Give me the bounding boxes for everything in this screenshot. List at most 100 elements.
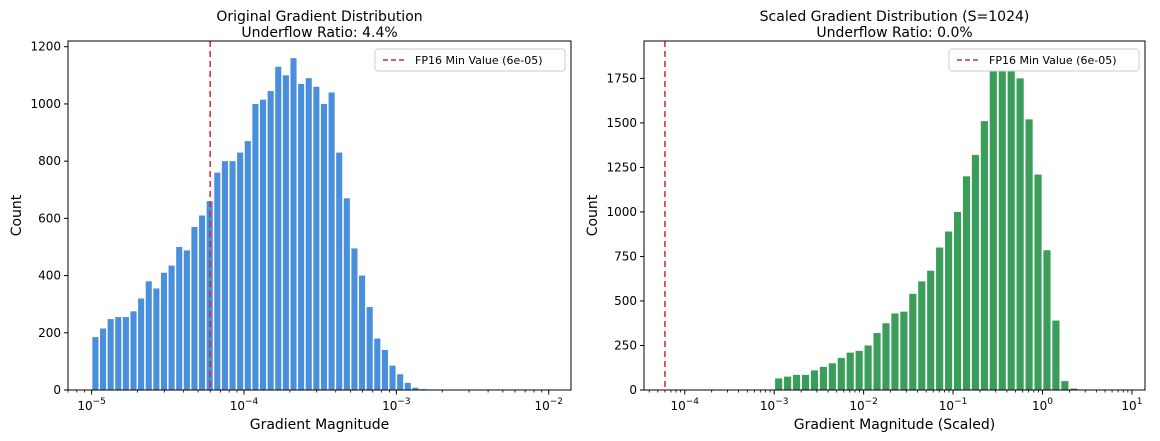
right-chart-bars — [775, 57, 1078, 391]
right-chart-legend-label: FP16 Min Value (6e-05) — [989, 54, 1117, 67]
right-chart-legend: FP16 Min Value (6e-05) — [948, 48, 1140, 72]
left-chart-bar — [313, 86, 320, 390]
left-chart-bar — [275, 66, 282, 390]
left-chart-bar — [351, 248, 358, 390]
left-chart-bar — [122, 317, 129, 390]
right-chart-x-tick-label: 10−3 — [760, 397, 789, 413]
right-chart-bar — [980, 121, 988, 390]
left-chart-bar — [153, 288, 160, 390]
left-chart-bar — [397, 374, 404, 390]
right-chart-bar — [927, 270, 935, 390]
right-chart-ylabel: Count — [585, 194, 601, 236]
right-chart-panel: Scaled Gradient Distribution (S=1024) Un… — [585, 9, 1146, 433]
right-chart-bar — [953, 211, 962, 390]
right-chart-bar — [936, 247, 944, 390]
right-chart-bar — [873, 333, 881, 390]
left-chart-ylabel: Count — [9, 194, 25, 236]
left-chart-y-ticks: 0 200 400 600 800 1000 1200 — [30, 40, 68, 397]
left-chart-y-tick-label: 1000 — [30, 97, 61, 111]
left-chart-bar — [99, 328, 107, 390]
left-chart-bar — [389, 365, 396, 390]
left-chart-bar — [237, 152, 244, 390]
right-chart-bar — [918, 281, 926, 390]
left-chart-bar — [290, 58, 297, 390]
right-chart-bar — [819, 366, 827, 390]
left-chart-bar — [199, 215, 206, 390]
right-chart-bar — [1034, 174, 1042, 390]
right-chart-bar — [882, 323, 890, 390]
left-chart-bar — [145, 281, 152, 390]
right-chart-bar — [945, 231, 953, 390]
right-chart-x-tick-label: 10−1 — [939, 397, 968, 413]
right-chart-y-tick-label: 750 — [614, 249, 637, 263]
left-chart-bar — [160, 272, 168, 390]
right-chart-bar — [1007, 58, 1015, 390]
left-chart-bar — [92, 337, 99, 390]
left-chart-x-ticks: 10−5 10−4 10−3 10−2 — [67, 390, 563, 413]
right-chart-bar — [989, 65, 997, 390]
left-chart-title: Original Gradient Distribution — [216, 9, 422, 25]
left-chart-x-tick-label: 10−4 — [230, 397, 259, 413]
right-chart-bar — [1016, 78, 1024, 391]
left-chart-bar — [381, 349, 388, 390]
left-chart-bar — [115, 317, 122, 390]
right-chart-bar — [810, 370, 819, 390]
right-chart-y-tick-label: 1500 — [606, 116, 637, 130]
left-chart-bar — [404, 382, 411, 390]
right-chart-legend-box — [948, 48, 1140, 72]
right-chart-bar — [1043, 250, 1051, 390]
left-chart-axes-frame — [67, 40, 572, 391]
left-chart-bar — [343, 198, 350, 390]
left-chart-bar — [130, 311, 137, 390]
right-chart-axes-frame — [643, 40, 1146, 391]
right-chart-bar — [1061, 381, 1069, 390]
left-chart-legend-label: FP16 Min Value (6e-05) — [415, 54, 543, 67]
right-chart-bar — [900, 311, 908, 390]
left-chart-y-tick-label: 800 — [38, 154, 61, 168]
left-chart-legend: FP16 Min Value (6e-05) — [374, 48, 566, 72]
left-chart-bar — [252, 103, 259, 391]
right-chart-x-tick-label: 10−2 — [849, 397, 878, 413]
left-chart-bar — [221, 161, 228, 390]
left-chart-x-tick-label: 10−2 — [534, 397, 563, 413]
right-chart-bar — [909, 293, 917, 390]
left-chart-y-tick-label: 200 — [38, 326, 61, 340]
right-chart-title: Scaled Gradient Distribution (S=1024) — [760, 9, 1030, 25]
right-chart-bar — [792, 374, 801, 390]
left-chart-y-tick-label: 400 — [38, 269, 61, 283]
right-chart-bar — [1025, 119, 1033, 391]
left-chart-bar — [366, 307, 373, 390]
left-chart-bar — [138, 298, 145, 390]
left-chart-bar — [282, 75, 289, 390]
right-chart-bar — [784, 376, 792, 390]
left-chart-panel: Original Gradient Distribution Underflow… — [9, 9, 572, 433]
left-chart-bar — [298, 83, 305, 390]
right-chart-bar — [891, 313, 899, 390]
right-chart-x-tick-label: 100 — [1032, 397, 1053, 413]
right-chart-bar — [1070, 388, 1078, 390]
right-chart-y-tick-label: 1750 — [606, 71, 637, 85]
left-chart-bar — [183, 250, 190, 390]
right-chart-bar — [846, 352, 854, 390]
right-chart-x-ticks: 10−4 10−3 10−2 10−1 100 101 — [648, 390, 1142, 413]
left-chart-y-tick-label: 600 — [38, 211, 61, 225]
left-chart-bar — [336, 152, 343, 390]
right-chart-x-tick-label: 10−4 — [670, 397, 699, 413]
left-chart-xlabel: Gradient Magnitude — [250, 417, 390, 433]
left-chart-bars — [92, 58, 442, 391]
right-chart-bar — [864, 345, 872, 390]
left-chart-x-tick-label: 10−5 — [77, 397, 106, 413]
right-chart-bar — [837, 357, 845, 390]
right-chart-bar — [855, 350, 863, 390]
right-chart-y-tick-label: 1250 — [606, 160, 637, 174]
left-chart-bar — [176, 246, 183, 390]
left-chart-bar — [214, 172, 221, 390]
left-chart-bar — [359, 275, 366, 390]
left-chart-bar — [374, 338, 381, 390]
right-chart-bar — [998, 57, 1006, 390]
left-chart-bar — [328, 92, 335, 390]
right-chart-y-tick-label: 0 — [629, 383, 637, 397]
left-chart-bar — [259, 99, 267, 391]
left-chart-bar — [320, 103, 328, 391]
